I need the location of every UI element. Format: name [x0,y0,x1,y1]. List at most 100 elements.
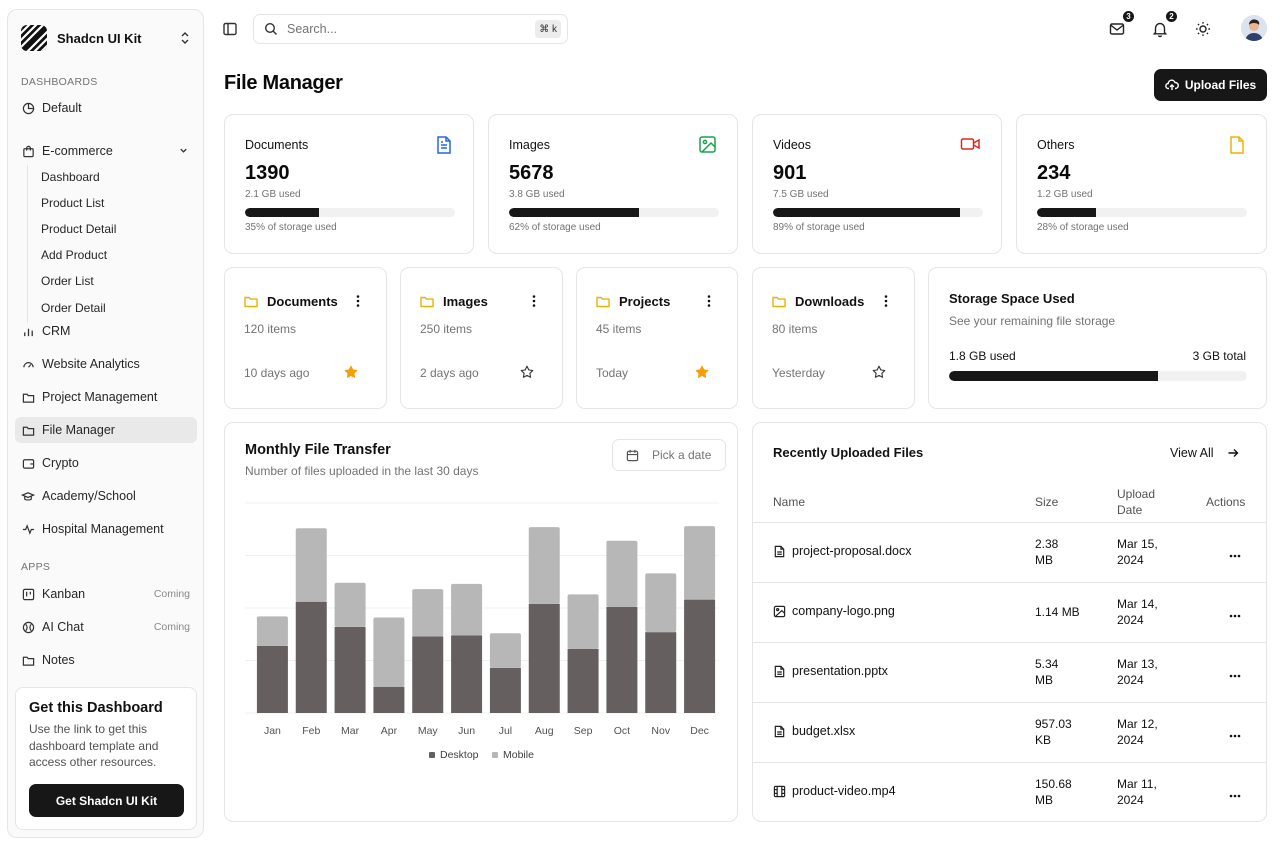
film-icon [773,785,786,798]
theme-toggle-button[interactable] [1193,19,1213,39]
bar-desktop-jan[interactable] [256,645,288,713]
bar-desktop-oct[interactable] [606,606,638,713]
notifications-button[interactable]: 2 [1150,10,1178,39]
file-date: Mar 14, 2024 [1117,597,1158,627]
date-placeholder: Pick a date [652,448,712,462]
sidebar-subitem-product-detail[interactable]: Product Detail [41,222,117,236]
table-row[interactable]: budget.xlsx 957.03 KB Mar 12, 2024 [753,702,1267,762]
bar-mobile-oct[interactable] [606,540,638,607]
brand-switcher[interactable]: Shadcn UI Kit [21,23,191,53]
sidebar-subitem-order-detail[interactable]: Order Detail [41,301,106,315]
column-header-actions: Actions [1206,495,1246,509]
table-row[interactable]: company-logo.png 1.14 MB Mar 14, 2024 [753,582,1267,642]
user-avatar[interactable] [1241,15,1267,41]
more-vertical-icon[interactable] [707,294,711,313]
table-row[interactable]: project-proposal.docx 2.38 MB Mar 15, 20… [753,522,1267,582]
bar-mobile-sep[interactable] [567,594,599,649]
sidebar-subitem-add-product[interactable]: Add Product [41,248,108,262]
bar-desktop-jul[interactable] [489,667,521,713]
more-vertical-icon[interactable] [356,294,360,313]
more-vertical-icon[interactable] [884,294,888,313]
bar-desktop-may[interactable] [412,636,444,713]
bar-mobile-feb[interactable] [295,528,327,602]
sidebar-subitem-product-list[interactable]: Product List [41,196,105,210]
bar-desktop-dec[interactable] [684,599,716,713]
more-horizontal-icon[interactable] [1229,605,1241,623]
file-name: product-video.mp4 [773,784,896,798]
more-horizontal-icon[interactable] [1229,665,1241,683]
bar-desktop-aug[interactable] [528,603,560,713]
sidebar-item-file-manager[interactable]: File Manager [15,417,197,443]
bar-mobile-nov[interactable] [645,573,677,633]
bar-mobile-jan[interactable] [256,616,288,646]
sidebar-item-crypto[interactable]: Crypto [15,450,197,476]
bar-desktop-mar[interactable] [334,626,366,713]
bar-desktop-feb[interactable] [295,601,327,713]
sun-icon [1196,22,1210,36]
upload-files-button[interactable]: Upload Files [1154,69,1267,101]
storage-progress-fill [773,208,960,217]
column-header-date[interactable]: Upload Date [1117,487,1156,517]
bar-desktop-jun[interactable] [451,635,483,713]
more-horizontal-icon[interactable] [1229,785,1241,803]
bar-desktop-sep[interactable] [567,648,599,713]
bar-desktop-apr[interactable] [373,686,405,713]
sidebar-item-hospital[interactable]: Hospital Management [15,516,197,542]
bar-mobile-mar[interactable] [334,582,366,627]
bar-mobile-jun[interactable] [451,583,483,636]
file-size: 957.03 KB [1035,717,1072,747]
bar-mobile-may[interactable] [412,589,444,637]
star-icon[interactable] [344,365,358,384]
view-all-link[interactable]: View All [1170,446,1240,460]
bar-mobile-jul[interactable] [489,633,521,668]
bar-mobile-aug[interactable] [528,527,560,604]
folder-icon [21,423,35,437]
sidebar-item-notes[interactable]: Notes [15,647,197,673]
bar-mobile-apr[interactable] [373,617,405,687]
star-outline-icon[interactable] [520,365,534,384]
folder-card-images[interactable]: Images 250 items 2 days ago [400,267,563,409]
column-header-size[interactable]: Size [1035,495,1059,509]
folder-date: 10 days ago [244,366,310,380]
sidebar-item-website-analytics[interactable]: Website Analytics [15,351,197,377]
document-icon [773,665,786,678]
sidebar-item-ai-chat[interactable]: AI Chat Coming [15,614,197,640]
sidebar-subitem-dashboard[interactable]: Dashboard [41,170,100,184]
table-row[interactable]: presentation.pptx 5.34 MB Mar 13, 2024 [753,642,1267,702]
column-header-name[interactable]: Name [773,495,806,509]
storage-subtitle: See your remaining file storage [949,314,1116,328]
folder-card-downloads[interactable]: Downloads 80 items Yesterday [752,267,915,409]
search-input[interactable]: Search... ⌘ k [253,14,568,44]
star-icon[interactable] [695,365,709,384]
get-kit-button[interactable]: Get Shadcn UI Kit [29,784,184,817]
star-outline-icon[interactable] [872,365,886,384]
more-horizontal-icon[interactable] [1229,545,1241,563]
sidebar-item-academy[interactable]: Academy/School [15,483,197,509]
sidebar-item-kanban[interactable]: Kanban Coming [15,581,197,607]
bar-desktop-nov[interactable] [645,632,677,713]
more-horizontal-icon[interactable] [1229,725,1241,743]
mail-button[interactable]: 3 [1107,10,1135,39]
sidebar-item-ecommerce[interactable]: E-commerce [15,138,197,164]
folder-card-projects[interactable]: Projects 45 items Today [576,267,738,409]
sidebar-toggle-button[interactable] [221,20,239,38]
sidebar-subitem-order-list[interactable]: Order List [41,274,94,288]
stat-label: Videos [773,138,811,152]
storage-progress [245,208,455,217]
stat-used: 3.8 GB used [509,189,565,200]
bar-mobile-dec[interactable] [684,526,716,600]
legend-label: Mobile [503,749,534,761]
sidebar-item-crm[interactable]: CRM [15,318,197,344]
monthly-transfer-card: Monthly File Transfer Number of files up… [224,422,738,822]
x-tick-label: Nov [651,725,670,737]
sidebar-item-project-management[interactable]: Project Management [15,384,197,410]
date-picker-button[interactable]: Pick a date [612,439,726,471]
storage-progress-fill [509,208,640,217]
stat-value: 1390 [245,162,290,184]
stat-label: Images [509,138,550,152]
more-vertical-icon[interactable] [532,294,536,313]
file-size: 150.68 MB [1035,777,1072,807]
folder-card-documents[interactable]: Documents 120 items 10 days ago [224,267,387,409]
sidebar-item-default[interactable]: Default [15,95,197,121]
table-row[interactable]: product-video.mp4 150.68 MB Mar 11, 2024 [753,762,1267,822]
